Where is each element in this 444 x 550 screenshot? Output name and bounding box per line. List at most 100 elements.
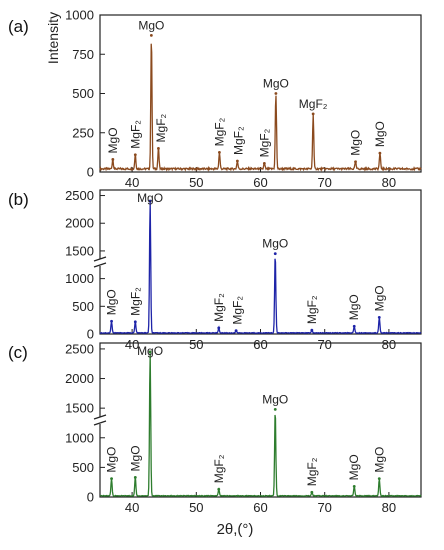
peak-point <box>149 34 153 37</box>
x-tick-label: 60 <box>253 175 267 190</box>
peak-point <box>310 328 314 332</box>
y-tick-label: 250 <box>72 125 94 140</box>
peak-annotation: MgO <box>347 294 361 320</box>
peak-point <box>354 160 357 164</box>
y-tick-label: 2000 <box>65 216 94 231</box>
peak-point <box>157 147 160 150</box>
peak-annotation: MgO <box>105 289 119 315</box>
peak-annotation: MgO <box>105 447 119 473</box>
y-tick-label: 1000 <box>65 8 94 23</box>
xrd-pattern-line <box>100 353 422 498</box>
x-tick-label: 80 <box>382 175 396 190</box>
peak-point <box>352 484 356 488</box>
peak-point <box>377 477 381 481</box>
peak-point <box>262 161 266 165</box>
panel-1: (b) 0 500 1000 1500 2000 2500 40 50 60 70 80 MgO MgF₂… <box>8 188 422 352</box>
y-tick-label: 1500 <box>65 401 94 416</box>
peak-point <box>217 326 221 330</box>
x-tick-label: 40 <box>125 337 139 352</box>
axis-break-mark <box>93 414 107 420</box>
x-tick-label: 70 <box>317 175 331 190</box>
y-tick-label: 2000 <box>65 371 94 386</box>
peak-point <box>111 158 115 161</box>
axis-break-mark <box>93 256 107 262</box>
peak-annotation: MgF₂ <box>154 113 168 142</box>
peak-point <box>311 112 315 116</box>
x-tick-label: 50 <box>189 500 203 515</box>
panel-label: (a) <box>8 17 29 36</box>
y-tick-label: 500 <box>72 86 94 101</box>
y-tick-label: 500 <box>72 299 94 314</box>
peak-annotation: MgF₂ <box>128 287 142 316</box>
y-tick-label: 0 <box>87 327 94 342</box>
peak-annotation: MgF₂ <box>305 295 319 324</box>
peak-annotation: MgO <box>106 127 120 153</box>
y-tick-label: 0 <box>87 490 94 505</box>
peak-point <box>218 150 221 154</box>
x-tick-label: 80 <box>382 337 396 352</box>
x-axis-label: 2θ,(°) <box>217 521 254 538</box>
y-tick-label: 500 <box>72 460 94 475</box>
peak-annotation: MgO <box>262 392 288 406</box>
axis-break-gap <box>96 417 104 424</box>
axis-break-mark <box>93 420 107 426</box>
x-tick-label: 50 <box>189 337 203 352</box>
panel-2: (c) 0 500 1000 1500 2000 2500 40 50 60 70 80 MgO MgO M… <box>8 341 422 515</box>
x-tick-label: 60 <box>253 337 267 352</box>
peak-point <box>377 315 381 319</box>
xrd-pattern-line <box>99 202 422 335</box>
peak-annotation: MgO <box>138 18 164 32</box>
peak-annotation: MgO <box>128 445 142 471</box>
panel-0: (a) 0 250 500 750 1000 40 50 60 70 80 MgO MgF₂ MgO MgF… <box>8 8 422 190</box>
y-tick-label: 2500 <box>65 341 94 356</box>
peak-point <box>217 487 221 491</box>
peak-point <box>148 350 152 354</box>
peak-point <box>310 490 314 494</box>
peak-annotation: MgF₂ <box>212 117 226 146</box>
peak-annotation: MgO <box>262 237 288 251</box>
peak-annotation: MgF₂ <box>212 293 226 322</box>
panel-label: (c) <box>8 343 28 362</box>
peak-point <box>378 151 382 155</box>
peak-annotation: MgF₂ <box>305 457 319 486</box>
x-tick-label: 50 <box>189 175 203 190</box>
peak-point <box>234 329 238 333</box>
y-axis-label: Intensity <box>45 12 61 64</box>
peak-annotation: MgF₂ <box>257 128 271 157</box>
y-tick-label: 0 <box>87 165 94 180</box>
x-tick-label: 70 <box>317 500 331 515</box>
peak-point <box>133 320 137 324</box>
x-tick-label: 40 <box>125 500 139 515</box>
peak-annotation: MgO <box>137 191 163 205</box>
peak-point <box>352 324 356 328</box>
plot-frame <box>99 342 422 498</box>
y-tick-label: 1500 <box>65 243 94 258</box>
peak-point <box>274 92 278 95</box>
peak-annotation: MgF₂ <box>299 97 328 111</box>
y-tick-label: 750 <box>72 47 94 62</box>
x-tick-label: 80 <box>382 500 396 515</box>
peak-annotation: MgO <box>347 454 361 480</box>
peak-annotation: MgO <box>372 447 386 473</box>
x-tick-label: 40 <box>125 175 139 190</box>
peak-point <box>110 319 113 323</box>
x-tick-label: 70 <box>317 337 331 352</box>
x-tick-label: 60 <box>253 500 267 515</box>
peak-annotation: MgO <box>372 285 386 311</box>
peak-annotation: MgF₂ <box>230 296 244 325</box>
peak-annotation: MgO <box>263 77 289 91</box>
peak-annotation: MgO <box>137 344 163 358</box>
xrd-pattern-line <box>99 43 422 172</box>
peak-annotation: MgF₂ <box>232 126 246 155</box>
peak-point <box>235 159 239 163</box>
plot-frame <box>99 189 422 335</box>
peak-point <box>148 199 152 203</box>
peak-annotation: MgF₂ <box>128 120 142 149</box>
peak-point <box>133 153 137 157</box>
y-tick-label: 2500 <box>65 188 94 203</box>
peak-point <box>133 476 137 479</box>
y-tick-label: 1000 <box>65 271 94 286</box>
panel-label: (b) <box>8 190 29 209</box>
